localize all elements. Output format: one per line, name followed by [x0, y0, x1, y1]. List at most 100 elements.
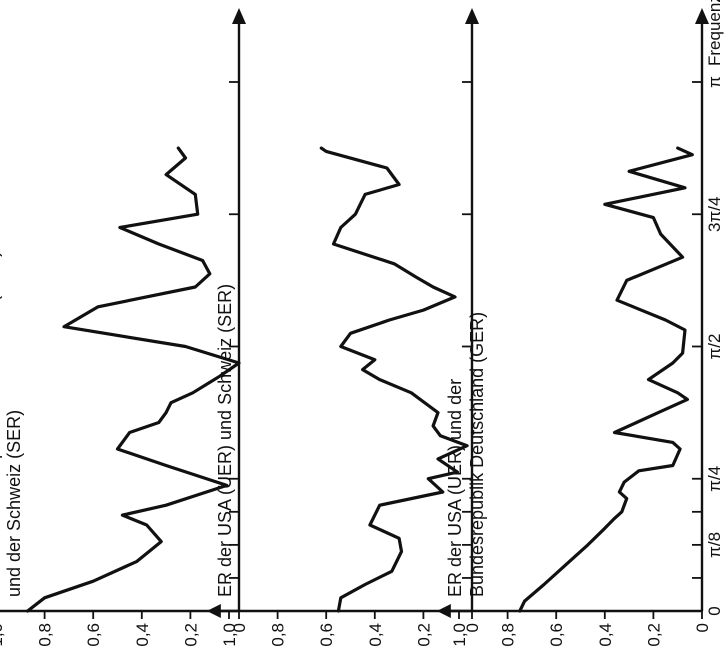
data-point [439, 435, 442, 437]
data-point [194, 193, 196, 196]
data-point [379, 378, 381, 381]
data-point [681, 352, 684, 354]
data-point [604, 203, 606, 205]
series-line [26, 146, 241, 613]
data-point [340, 597, 342, 599]
data-point [165, 173, 167, 176]
x-tick-label: π/8 [705, 532, 724, 558]
data-point [362, 369, 364, 371]
chart-panel-3: 1,0 0,8 0,6 0,4 0,2 0 ER der Bundesrepublik De… [0, 8, 249, 647]
data-point [192, 392, 194, 394]
x-tick-label: 3π/4 [705, 197, 724, 232]
data-point [626, 279, 628, 281]
data-point [119, 226, 121, 229]
data-point [337, 610, 339, 612]
data-point [320, 147, 322, 149]
y-tick-label: 0 [230, 623, 249, 632]
data-point [184, 345, 187, 348]
data-point [664, 319, 667, 321]
data-point [340, 345, 342, 348]
data-point [672, 362, 674, 364]
data-point [686, 398, 689, 400]
data-point [332, 243, 335, 245]
x-axis-label: Frequenz [705, 0, 724, 66]
data-point [116, 448, 119, 450]
data-point [647, 378, 650, 381]
data-point [677, 392, 679, 394]
data-point [160, 540, 162, 543]
data-point [129, 431, 131, 434]
data-point [681, 256, 684, 258]
data-point [672, 441, 674, 443]
data-point [621, 511, 623, 513]
data-point [165, 464, 167, 467]
y-tick-label: 0,8 [499, 623, 518, 647]
data-point [136, 560, 138, 563]
data-point [400, 550, 403, 553]
data-point [226, 484, 228, 486]
data-point [626, 497, 628, 500]
data-point [618, 491, 620, 493]
data-point [604, 527, 606, 529]
data-point [364, 583, 366, 586]
y-tick-label: 0,4 [133, 623, 152, 647]
y-tick-label: 0 [463, 623, 482, 632]
data-point [379, 504, 381, 506]
chart-title-line: ER der USA (UER) und der [445, 379, 465, 597]
data-point [146, 524, 148, 526]
data-point [398, 183, 400, 186]
x-tick-label: π/4 [705, 466, 724, 492]
y-tick-label: 0,6 [547, 623, 566, 647]
data-point [657, 412, 659, 414]
data-point [349, 332, 352, 334]
data-point [63, 326, 65, 328]
y-tick-label: 0,8 [36, 623, 55, 647]
data-point [410, 392, 412, 394]
data-point [158, 421, 160, 424]
data-point [679, 448, 681, 450]
data-point [374, 359, 376, 361]
y-tick-label: 0,4 [366, 623, 385, 647]
x-axis-arrow [465, 8, 479, 24]
series-line [518, 146, 694, 613]
data-point [652, 216, 655, 219]
data-point [340, 226, 342, 229]
chart-title-line: ER der Bundesrepublik Deutschland (GER) [0, 251, 2, 597]
data-point [684, 187, 686, 189]
y-tick-label: 1,0 [220, 623, 239, 647]
chart-title-line: und der Schweiz (SER) [4, 410, 24, 597]
data-point [238, 362, 240, 364]
data-point [427, 478, 429, 480]
data-point [364, 193, 366, 196]
data-point [613, 431, 616, 434]
data-point [165, 504, 167, 506]
data-point [691, 154, 693, 156]
data-point [684, 329, 686, 331]
data-point [218, 375, 221, 377]
data-point [26, 610, 29, 612]
data-point [437, 412, 439, 414]
y-tick-label: 0,6 [317, 623, 336, 647]
data-point [432, 425, 434, 427]
data-point [386, 167, 388, 169]
data-point [437, 458, 439, 460]
chart-panel-1: 1,0 0,8 0,6 0,4 0,2 0 ER der USA (UER) und der… [436, 8, 712, 647]
data-point [197, 213, 199, 215]
data-point [158, 243, 160, 245]
chart-panel-2: 1,0 0,8 0,6 0,4 0,2 0 ER der USA (UER) und Sch… [206, 8, 482, 647]
y-tick-label: 1,0 [0, 623, 6, 647]
y-tick-label: 0,8 [269, 623, 288, 647]
data-point [391, 570, 393, 572]
y-tick-label: 0,2 [414, 623, 433, 647]
x-tick-label: π/2 [705, 334, 724, 360]
x-axis-arrow [695, 8, 709, 24]
data-point [170, 402, 172, 404]
data-point [587, 544, 589, 546]
data-point [201, 259, 204, 262]
data-point [432, 286, 434, 288]
data-point [369, 524, 371, 526]
y-tick-label: 0 [693, 623, 712, 632]
data-point [177, 147, 179, 149]
data-point [422, 309, 424, 311]
data-point [44, 597, 46, 599]
